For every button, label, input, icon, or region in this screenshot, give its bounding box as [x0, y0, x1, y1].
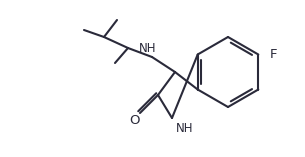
- Text: NH: NH: [176, 122, 194, 135]
- Text: F: F: [270, 48, 277, 61]
- Text: O: O: [129, 114, 139, 127]
- Text: NH: NH: [139, 43, 157, 56]
